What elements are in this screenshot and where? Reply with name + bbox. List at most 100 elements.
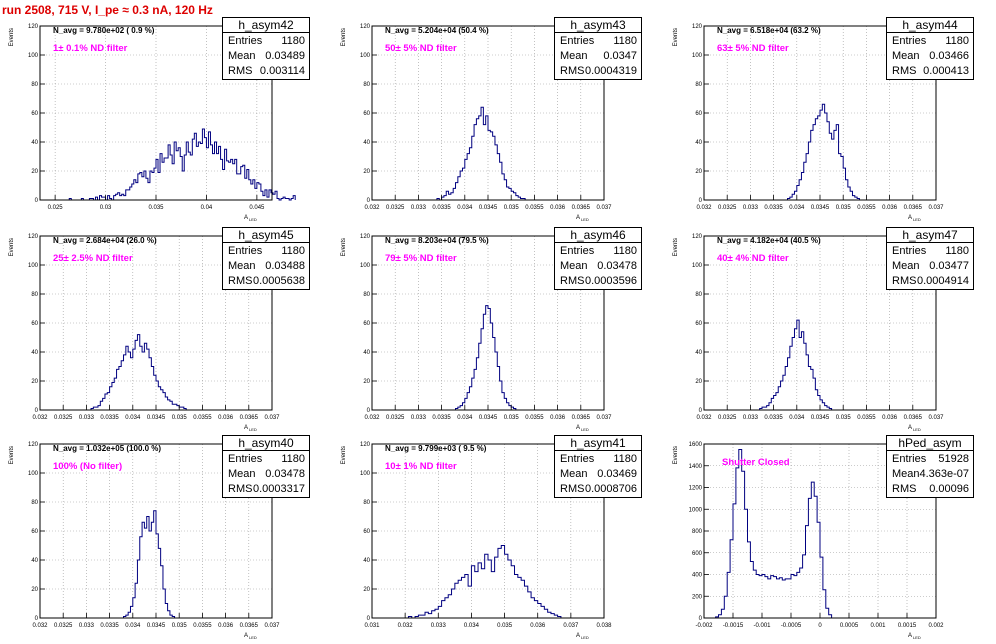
x-tick-label: 0.0325	[386, 415, 405, 421]
x-tick-label: 0.0325	[54, 623, 73, 629]
stats-row-entries: Entries 1180	[223, 244, 309, 259]
x-tick-label: 0.0335	[100, 623, 119, 629]
y-tick-label: 60	[695, 321, 702, 327]
histogram-grid: 0.025 0.03 0.035 0.04 0.045 0 20 40 60 80 100 120 Ev…	[0, 17, 974, 640]
x-tick-label: 0.0355	[193, 415, 212, 421]
x-tick-label: 0.036	[550, 205, 566, 211]
histogram-line	[436, 106, 526, 201]
stats-label-rms: RMS	[228, 483, 253, 495]
y-tick-label: 100	[692, 53, 703, 59]
stats-row-entries: Entries 1180	[555, 244, 641, 259]
stats-row-rms: RMS 0.0004914	[887, 274, 973, 289]
stats-label-rms: RMS	[892, 483, 917, 495]
y-tick-label: 60	[31, 111, 38, 117]
x-tick-label: 0.035	[148, 205, 164, 211]
histogram-title: h_asym46	[554, 227, 642, 243]
stats-value-mean: 0.03478	[265, 468, 305, 480]
x-tick-label: 0.036	[550, 415, 566, 421]
y-tick-label: 40	[31, 558, 38, 564]
x-tick-label: 0.037	[264, 623, 280, 629]
x-tick-label: 0.032	[398, 623, 414, 629]
histogram-line	[90, 334, 187, 410]
x-tick-label: 0.032	[696, 205, 712, 211]
stats-value-mean: 0.03489	[265, 50, 305, 62]
y-tick-label: 20	[31, 169, 38, 175]
x-tick-label: 0.0335	[764, 205, 783, 211]
filter-annotation: Shutter Closed	[722, 457, 790, 468]
stats-value-mean: 0.0347	[603, 50, 637, 62]
stats-value-mean: 0.03488	[265, 260, 305, 272]
stats-label-mean: Mean	[892, 260, 920, 272]
navg-label: N_avg = 8.203e+04 (79.5 %)	[385, 236, 489, 245]
x-tick-label: 0.031	[364, 623, 380, 629]
x-tick-label: 0.032	[32, 623, 48, 629]
stats-label-entries: Entries	[560, 453, 595, 465]
x-tick-label: 0.035	[497, 623, 513, 629]
x-tick-label: 0	[818, 623, 822, 629]
histogram-title: h_asym44	[886, 17, 974, 33]
stats-label-entries: Entries	[228, 453, 263, 465]
x-axis-label-subscript: LED	[249, 217, 257, 222]
y-tick-label: 120	[360, 24, 371, 30]
x-tick-label: 0.0335	[432, 205, 451, 211]
filter-annotation: 25± 2.5% ND filter	[53, 253, 133, 264]
stats-value-rms: 0.0005638	[253, 275, 305, 287]
histogram-line	[455, 305, 517, 410]
y-tick-label: 20	[695, 379, 702, 385]
stats-row-rms: RMS 0.0005638	[223, 274, 309, 289]
stats-row-mean: Mean 0.03469	[555, 467, 641, 482]
y-tick-label: 0	[35, 198, 39, 204]
x-axis-label-subscript: LED	[581, 635, 589, 640]
stats-row-entries: Entries 1180	[887, 34, 973, 49]
stats-box: Entries 1180 Mean 0.03477 RMS 0.0004914	[886, 242, 974, 290]
stats-value-mean: 0.03478	[597, 260, 637, 272]
y-tick-label: 80	[363, 292, 370, 298]
stats-value-entries: 1180	[281, 453, 305, 465]
x-tick-label: 0.033	[743, 415, 759, 421]
y-tick-label: 20	[363, 169, 370, 175]
stats-box: Entries 1180 Mean 0.03488 RMS 0.0005638	[222, 242, 310, 290]
x-tick-label: 0.04	[201, 205, 213, 211]
stats-value-entries: 1180	[945, 35, 969, 47]
y-tick-label: 80	[31, 292, 38, 298]
x-tick-label: 0.034	[789, 205, 805, 211]
x-axis-label: A	[244, 425, 248, 431]
histogram-panel: 0.032 0.0325 0.033 0.0335 0.034 0.0345 0.035 0.…	[332, 227, 664, 436]
y-tick-label: 60	[695, 111, 702, 117]
stats-label-entries: Entries	[892, 245, 927, 257]
y-tick-label: 120	[692, 24, 703, 30]
stats-row-mean: Mean 0.0347	[555, 49, 641, 64]
stats-label-rms: RMS	[228, 65, 253, 77]
stats-label-rms: RMS	[560, 483, 585, 495]
histogram-title: h_asym43	[554, 17, 642, 33]
stats-row-rms: RMS 0.000413	[887, 64, 973, 79]
y-tick-label: 120	[28, 442, 39, 448]
x-tick-label: 0.0325	[386, 205, 405, 211]
x-tick-label: 0.0015	[898, 623, 917, 629]
x-axis-label: A	[576, 425, 580, 431]
x-tick-label: 0.0325	[718, 205, 737, 211]
histogram-panel: 0.025 0.03 0.035 0.04 0.045 0 20 40 60 80 100 120 Ev…	[0, 17, 332, 226]
x-tick-label: 0.034	[789, 415, 805, 421]
x-tick-label: 0.037	[928, 205, 944, 211]
y-tick-label: 0	[367, 616, 371, 622]
y-tick-label: 0	[35, 616, 39, 622]
x-axis-label-subscript: LED	[913, 427, 921, 432]
x-tick-label: 0.0355	[525, 415, 544, 421]
stats-value-rms: 0.0008706	[585, 483, 637, 495]
x-tick-label: 0.035	[836, 205, 852, 211]
y-tick-label: 40	[363, 140, 370, 146]
stats-label-mean: Mean	[228, 50, 256, 62]
x-tick-label: 0.035	[836, 415, 852, 421]
histogram-title: h_asym45	[222, 227, 310, 243]
stats-row-rms: RMS 0.003114	[223, 64, 309, 79]
stats-value-entries: 1180	[281, 245, 305, 257]
stats-value-entries: 1180	[613, 245, 637, 257]
stats-row-mean: Mean 0.03478	[223, 467, 309, 482]
filter-annotation: 40± 4% ND filter	[717, 253, 789, 264]
x-tick-label: -0.001	[753, 623, 771, 629]
stats-label-entries: Entries	[892, 453, 927, 465]
x-tick-label: 0.036	[218, 623, 234, 629]
histogram-line	[715, 448, 833, 618]
stats-label-entries: Entries	[228, 245, 263, 257]
